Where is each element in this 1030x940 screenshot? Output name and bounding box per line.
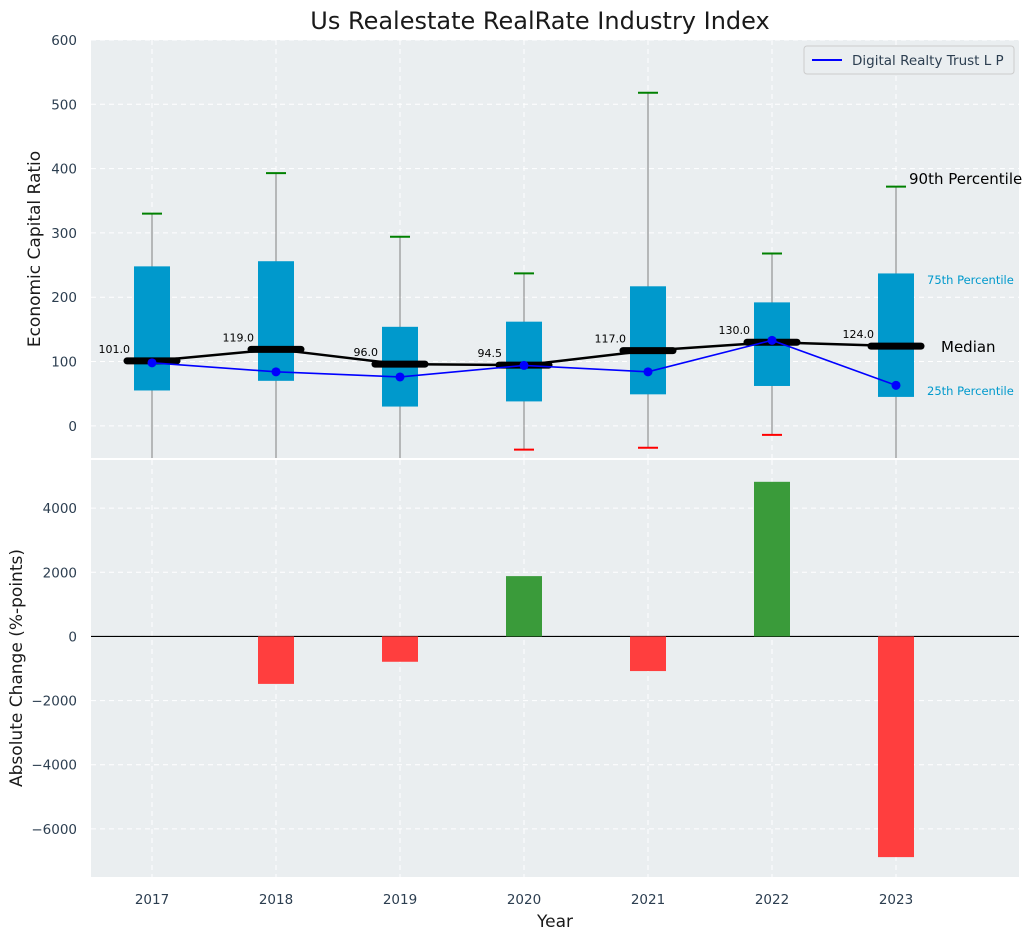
top-y-tick-label: 100 xyxy=(51,355,77,371)
top-y-tick-label: 600 xyxy=(51,33,77,49)
box-plot-y-axis-label: Economic Capital Ratio xyxy=(25,151,45,347)
series-point xyxy=(147,358,157,368)
x-tick-label: 2022 xyxy=(755,892,789,908)
series-point xyxy=(643,367,653,377)
iqr-box xyxy=(630,286,666,395)
change-bar xyxy=(382,636,418,662)
x-tick-label: 2020 xyxy=(507,892,541,908)
top-y-tick-label: 200 xyxy=(51,290,77,306)
annotation-25th-percentile: 25th Percentile xyxy=(927,384,1014,398)
bottom-y-tick-label: −4000 xyxy=(31,758,77,774)
median-value-label: 96.0 xyxy=(354,346,379,359)
bar-chart-marks xyxy=(91,481,1019,858)
x-tick-label: 2017 xyxy=(135,892,169,908)
change-bar xyxy=(506,576,542,637)
bar-chart-background xyxy=(91,460,1019,877)
annotation-median: Median xyxy=(941,338,996,356)
median-value-label: 124.0 xyxy=(843,328,875,341)
median-value-label: 94.5 xyxy=(478,347,503,360)
bottom-y-tick-label: 4000 xyxy=(43,501,77,517)
x-tick-label: 2023 xyxy=(879,892,913,908)
bar-chart-panel: −6000 −4000 −2000 0 2000 4000 2017 2018 2019 202… xyxy=(7,460,1019,932)
legend-box xyxy=(803,45,1015,75)
x-tick-label: 2021 xyxy=(631,892,665,908)
median-value-label: 101.0 xyxy=(99,343,131,356)
median-value-label: 119.0 xyxy=(223,331,255,344)
legend: Digital Realty Trust L P xyxy=(803,45,1015,75)
series-point xyxy=(271,367,281,377)
top-y-tick-label: 400 xyxy=(51,162,77,178)
bottom-y-tick-label: 2000 xyxy=(43,565,77,581)
median-value-label: 117.0 xyxy=(595,333,627,346)
series-point xyxy=(519,360,529,370)
annotation-75th-percentile: 75th Percentile xyxy=(927,273,1014,287)
box-plot-background xyxy=(91,40,1019,458)
bar-chart-y-axis-label: Absolute Change (%-points) xyxy=(7,549,27,787)
series-point xyxy=(767,335,777,345)
top-y-tick-label: 300 xyxy=(51,226,77,242)
bottom-y-tick-label: −6000 xyxy=(31,822,77,838)
median-value-label: 130.0 xyxy=(719,324,751,337)
box-plot-marks: 101.0 119.0 96.0 94.5 117.0 130.0 124.0 xyxy=(99,91,925,458)
change-bar xyxy=(630,636,666,672)
bottom-y-tick-label: 0 xyxy=(68,629,77,645)
series-point xyxy=(891,380,901,390)
annotation-90th-percentile: 90th Percentile xyxy=(909,170,1022,188)
iqr-box xyxy=(134,266,170,391)
change-bar xyxy=(258,636,294,684)
bottom-y-tick-label: −2000 xyxy=(31,694,77,710)
change-bar xyxy=(754,481,790,637)
iqr-box xyxy=(258,261,294,381)
iqr-box xyxy=(878,273,914,397)
chart-title: Us Realestate RealRate Industry Index xyxy=(310,7,769,35)
bar-chart-y-ticks: −6000 −4000 −2000 0 2000 4000 xyxy=(31,501,77,838)
top-y-tick-label: 0 xyxy=(68,419,77,435)
series-point xyxy=(395,372,405,382)
top-y-tick-label: 500 xyxy=(51,97,77,113)
x-tick-label: 2018 xyxy=(259,892,293,908)
x-axis-ticks: 2017 2018 2019 2020 2021 2022 2023 xyxy=(135,892,913,908)
box-plot-y-ticks: 0 100 200 300 400 500 600 xyxy=(51,33,77,435)
legend-entry-label: Digital Realty Trust L P xyxy=(852,53,1004,69)
box-plot-panel: 0 100 200 300 400 500 600 101.0 119.0 96.0 94.5 11… xyxy=(25,33,1022,458)
change-bar xyxy=(878,636,914,858)
x-axis-label: Year xyxy=(536,912,573,932)
x-tick-label: 2019 xyxy=(383,892,417,908)
